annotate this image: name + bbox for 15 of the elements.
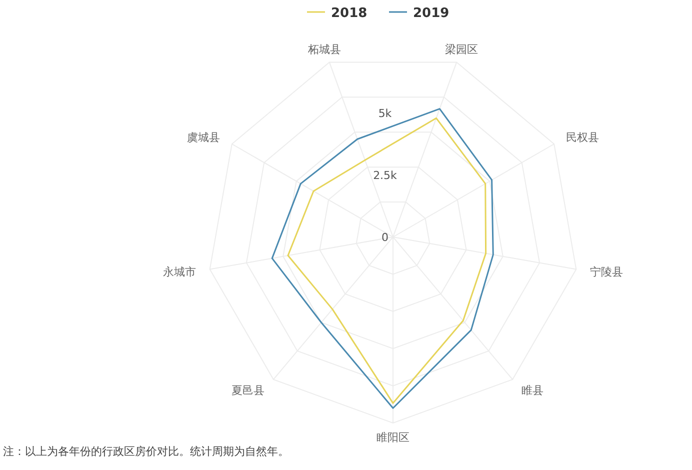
y-tick-label: 5k xyxy=(378,107,392,120)
spoke-label: 永城市 xyxy=(163,266,196,279)
spoke-label: 睢阳区 xyxy=(376,431,410,444)
spoke-label: 虞城县 xyxy=(186,131,220,144)
spoke-label: 宁陵县 xyxy=(590,266,623,279)
spoke-label: 梁园区 xyxy=(444,43,478,56)
spoke-label: 睢县 xyxy=(522,384,544,398)
legend-label: 2018 xyxy=(331,6,368,21)
spoke-label: 柘城县 xyxy=(307,43,342,56)
text: 注：以上为各年份的行政区房价对比。统计周期为自然年。 xyxy=(3,445,289,458)
spoke-label: 民权县 xyxy=(566,131,600,144)
y-tick-label: 2.5k xyxy=(373,169,398,182)
spoke-label: 夏邑县 xyxy=(231,384,264,398)
y-tick-label: 0 xyxy=(382,231,388,244)
legend-label: 2019 xyxy=(413,6,450,21)
